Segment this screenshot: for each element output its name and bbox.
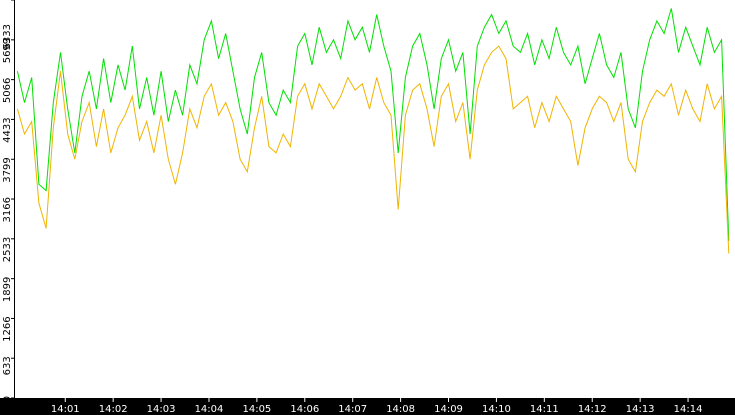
x-tick-label: 14:11 <box>530 404 559 415</box>
x-tick-label: 14:05 <box>242 404 271 415</box>
x-tick-label: 14:14 <box>674 404 703 415</box>
x-tick-label: 14:01 <box>51 404 80 415</box>
y-tick-label: 4433 <box>2 117 13 142</box>
series-line <box>16 45 730 254</box>
x-tick-label: 14:07 <box>338 404 367 415</box>
y-tick-label: 633 <box>2 356 13 375</box>
x-tick-label: 14:02 <box>99 404 128 415</box>
y-tick-label: 2533 <box>2 237 13 262</box>
x-tick-label: 14:10 <box>482 404 511 415</box>
y-tick-label: 0 <box>2 396 13 402</box>
y-tick-label: 5699 <box>2 38 13 63</box>
x-tick-label: 14:04 <box>195 404 224 415</box>
x-axis-band <box>0 398 735 415</box>
y-tick-label: 5066 <box>2 78 13 103</box>
y-tick-label: 3799 <box>2 157 13 182</box>
series-line <box>16 8 730 241</box>
x-tick-label: 14:06 <box>290 404 319 415</box>
x-tick-label: 14:03 <box>147 404 176 415</box>
y-tick-label: 1899 <box>2 277 13 302</box>
y-tick-label: 6333 <box>2 24 13 49</box>
y-tick-label: 3166 <box>2 197 13 222</box>
x-tick-label: 14:08 <box>386 404 415 415</box>
x-tick-label: 14:12 <box>578 404 607 415</box>
x-tick-label: 14:09 <box>434 404 463 415</box>
x-tick-label: 14:13 <box>626 404 655 415</box>
y-tick-label: 1266 <box>2 316 13 341</box>
